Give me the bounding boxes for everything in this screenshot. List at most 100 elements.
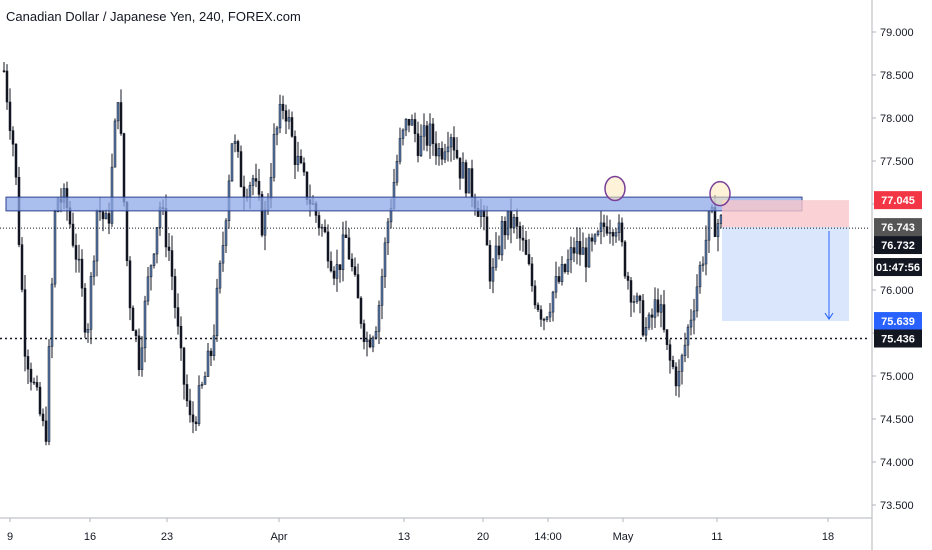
take-profit-zone (722, 227, 849, 322)
candle-body (380, 276, 384, 306)
candle-body (206, 350, 210, 377)
price-label: 75.639 (881, 316, 915, 328)
candle-body (632, 301, 636, 303)
candle-body (458, 157, 462, 179)
candle-body (329, 260, 333, 272)
candle-body (341, 234, 345, 271)
candle-body (470, 168, 474, 198)
candle-body (299, 155, 303, 164)
candle-body (224, 220, 228, 246)
candle-body (491, 266, 495, 282)
candle-body (605, 226, 609, 234)
price-label-bg (874, 329, 922, 348)
candle-body (437, 148, 441, 157)
candle-body (344, 234, 348, 238)
candle-body (230, 143, 234, 182)
candle-body (194, 421, 198, 425)
candle-body (359, 297, 363, 324)
candle-body (338, 264, 342, 271)
candle-body (497, 245, 501, 256)
candle-body (533, 285, 537, 306)
candle-body (92, 260, 96, 277)
candle-body (272, 133, 276, 178)
candle-body (422, 125, 426, 137)
candle-body (269, 176, 273, 199)
circled-top-marker (604, 175, 626, 202)
candle-body (173, 276, 177, 308)
candle-body (254, 178, 258, 182)
time-tick-label: 20 (477, 531, 489, 543)
candle-body (386, 221, 390, 244)
candle-body (647, 314, 651, 328)
candle-body (440, 148, 444, 160)
candle-body (332, 270, 336, 279)
candle-body (257, 181, 261, 195)
candle-body (656, 299, 660, 313)
candle-body (407, 118, 411, 126)
candle-body (5, 70, 9, 103)
candle-body (611, 231, 615, 237)
annotations (0, 175, 870, 340)
candle-body (251, 178, 255, 186)
candle-body (128, 260, 132, 309)
candle-body (203, 376, 207, 385)
candle-body (671, 360, 675, 368)
candle-body (89, 276, 93, 330)
candle-body (569, 247, 573, 260)
candle-body (221, 245, 225, 264)
candle-body (518, 226, 522, 239)
candle-body (596, 231, 600, 236)
candle-body (635, 295, 639, 302)
candle-body (50, 283, 54, 347)
candle-body (140, 347, 144, 370)
candle-body (413, 119, 417, 135)
candle-body (29, 368, 33, 383)
candle-body (467, 168, 471, 194)
candle-body (80, 258, 84, 289)
candle-body (401, 129, 405, 139)
candle-body (242, 186, 246, 198)
candle-body (485, 216, 489, 246)
candle-body (668, 344, 672, 361)
candle-body (11, 130, 15, 145)
candle-body (323, 226, 327, 233)
candle-body (599, 222, 603, 232)
candle-body (575, 241, 579, 254)
candle-body (494, 245, 498, 268)
candle-body (191, 414, 195, 423)
candle-body (452, 137, 456, 151)
candle-body (38, 386, 42, 415)
candle-body (641, 300, 645, 336)
price-label-bg (874, 312, 922, 331)
target-arrow-head (824, 312, 834, 320)
candle-body (215, 287, 219, 337)
candle-body (506, 211, 510, 236)
candle-body (260, 194, 264, 236)
candle-body (383, 242, 387, 277)
candle-body (716, 223, 720, 237)
candle-body (188, 400, 192, 416)
candle-body (278, 103, 282, 129)
candle-body (275, 127, 279, 135)
time-tick-label: 9 (7, 531, 13, 543)
price-label: 77.045 (881, 195, 915, 207)
candle-body (578, 241, 582, 255)
candle-body (77, 258, 81, 261)
candle-body (14, 143, 18, 178)
candle-body (614, 232, 618, 237)
candle-body (662, 304, 666, 330)
candle-body (284, 110, 288, 122)
time-tick-label: 14:00 (534, 531, 562, 543)
candle-body (560, 264, 564, 282)
candle-body (233, 141, 237, 144)
candle-body (431, 123, 435, 144)
candle-body (20, 244, 24, 290)
candle-body (395, 161, 399, 183)
candle-body (674, 366, 678, 387)
price-label-bg (874, 236, 922, 255)
price-label-bg (874, 258, 922, 277)
price-label: 75.436 (881, 334, 915, 346)
candle-body (23, 289, 27, 357)
candle-body (2, 70, 6, 72)
